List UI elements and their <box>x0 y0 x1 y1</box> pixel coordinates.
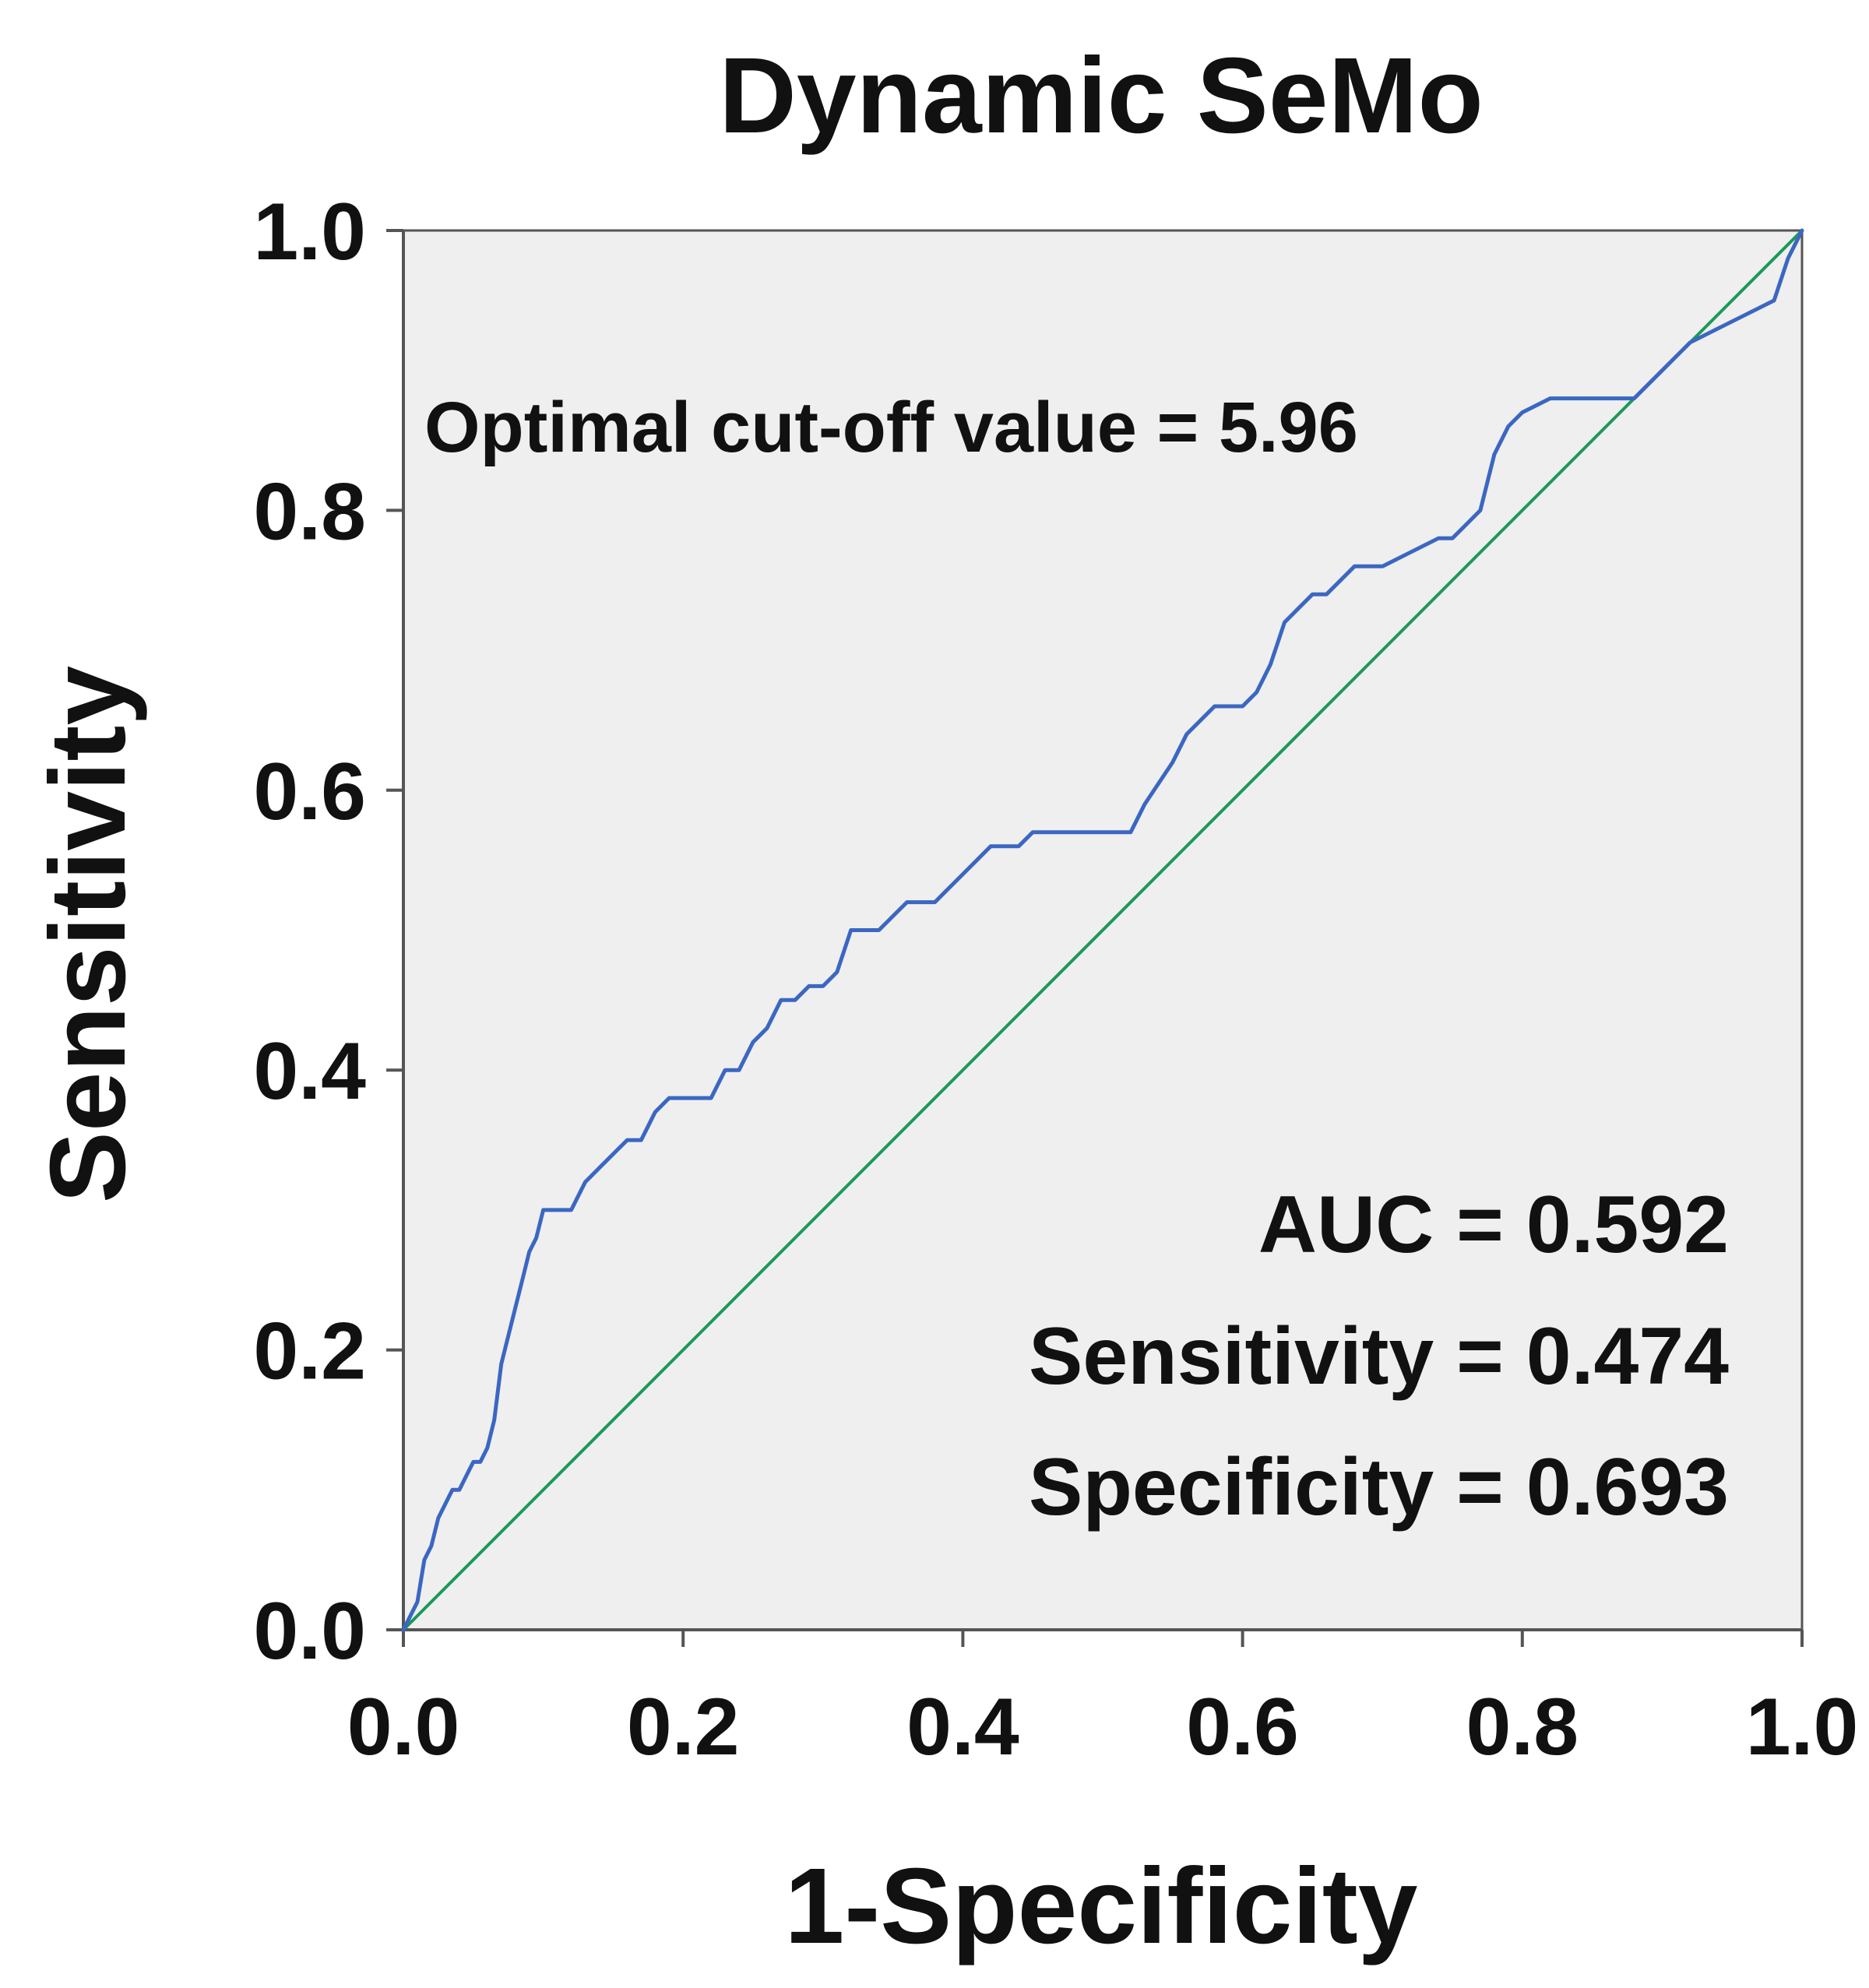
series-layer <box>401 228 1804 1632</box>
y-tick-label: 0.8 <box>253 466 366 557</box>
chart-title: Dynamic SeMo <box>719 36 1484 156</box>
x-axis-label: 1-Specificity <box>785 1846 1418 1966</box>
y-tick-label: 0.6 <box>253 747 366 837</box>
x-tick-label: 0.6 <box>1186 1682 1299 1772</box>
x-tick-label: 0.0 <box>347 1682 460 1772</box>
specificity-annotation: Specificity = 0.693 <box>1029 1442 1729 1532</box>
y-axis-ticks: 0.0 0.2 0.4 0.6 0.8 1.0 <box>253 187 403 1677</box>
x-axis-ticks: 0.0 0.2 0.4 0.6 0.8 1.0 <box>347 1630 1859 1772</box>
x-tick-label: 0.2 <box>627 1682 740 1772</box>
roc-curve <box>401 228 1804 1632</box>
auc-annotation: AUC = 0.592 <box>1258 1180 1729 1270</box>
x-tick-label: 1.0 <box>1746 1682 1859 1772</box>
y-axis-label: Sensitivity <box>28 666 148 1204</box>
y-tick-label: 0.2 <box>253 1307 366 1397</box>
reference-line <box>402 229 1804 1631</box>
y-tick-label: 0.0 <box>253 1586 366 1677</box>
sensitivity-annotation: Sensitivity = 0.474 <box>1029 1311 1729 1402</box>
y-tick-label: 0.4 <box>253 1026 366 1117</box>
x-tick-label: 0.4 <box>906 1682 1019 1772</box>
x-tick-label: 0.8 <box>1466 1682 1579 1772</box>
cutoff-annotation: Optimal cut-off value = 5.96 <box>424 388 1358 467</box>
y-tick-label: 1.0 <box>253 187 366 277</box>
